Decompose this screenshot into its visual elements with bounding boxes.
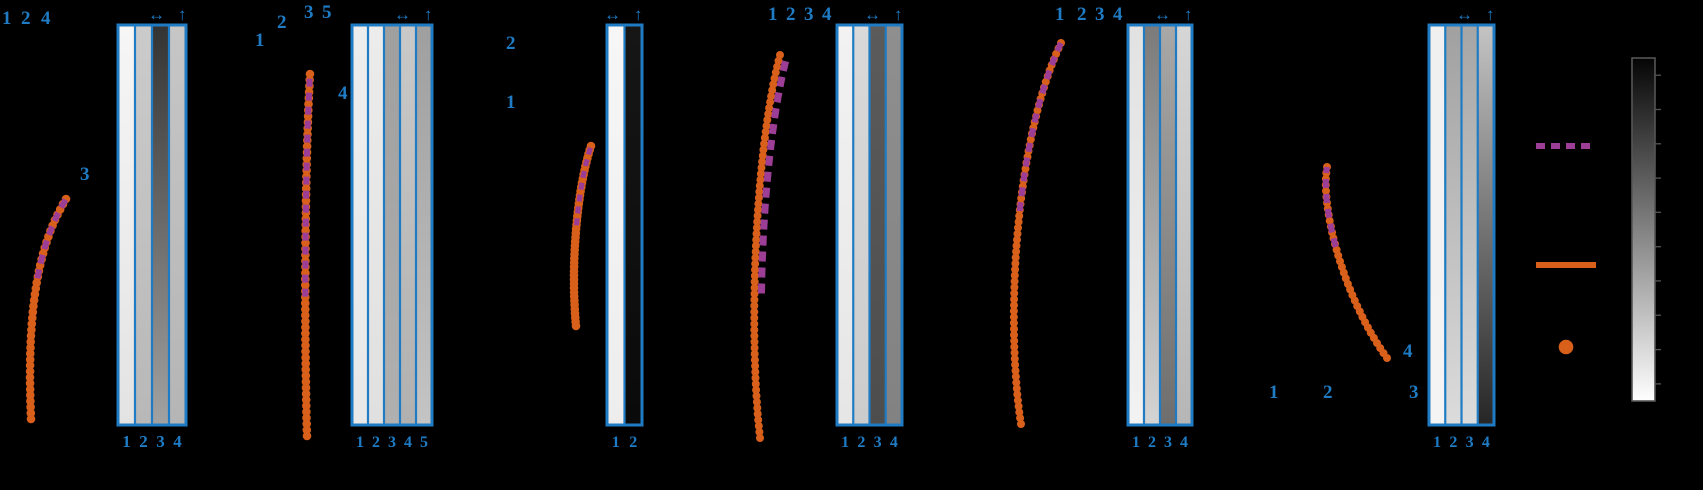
svg-text:1: 1 xyxy=(1269,382,1279,403)
svg-text:2: 2 xyxy=(277,12,287,33)
svg-text:4: 4 xyxy=(1180,434,1188,451)
svg-text:3: 3 xyxy=(1409,382,1419,403)
svg-text:2: 2 xyxy=(1077,4,1087,25)
svg-text:1: 1 xyxy=(506,92,516,113)
svg-text:4: 4 xyxy=(822,4,832,25)
svg-text:2: 2 xyxy=(629,434,637,451)
svg-text:3: 3 xyxy=(1164,434,1172,451)
svg-text:3: 3 xyxy=(388,434,396,451)
svg-text:↔: ↔ xyxy=(864,5,881,24)
svg-text:1: 1 xyxy=(841,434,849,451)
svg-text:3: 3 xyxy=(156,432,165,451)
svg-text:1: 1 xyxy=(356,434,364,451)
svg-text:↑: ↑ xyxy=(894,5,903,24)
svg-text:5: 5 xyxy=(322,2,332,23)
svg-text:↑: ↑ xyxy=(634,5,643,24)
svg-text:↑: ↑ xyxy=(1486,5,1495,24)
svg-text:↔: ↔ xyxy=(1154,5,1171,24)
svg-text:2: 2 xyxy=(372,434,380,451)
svg-text:3: 3 xyxy=(1466,434,1474,451)
svg-text:2: 2 xyxy=(1449,434,1457,451)
svg-text:3: 3 xyxy=(304,2,314,23)
svg-text:4: 4 xyxy=(338,83,348,104)
svg-text:2: 2 xyxy=(1148,434,1156,451)
svg-text:3: 3 xyxy=(874,434,882,451)
svg-text:4: 4 xyxy=(41,8,51,29)
svg-text:4: 4 xyxy=(890,434,898,451)
svg-text:↔: ↔ xyxy=(148,5,165,24)
svg-text:↑: ↑ xyxy=(1184,5,1193,24)
svg-text:2: 2 xyxy=(786,4,796,25)
svg-text:1: 1 xyxy=(1433,434,1441,451)
svg-text:3: 3 xyxy=(804,4,814,25)
svg-text:2: 2 xyxy=(139,432,148,451)
svg-text:2: 2 xyxy=(1323,382,1333,403)
svg-text:3: 3 xyxy=(1095,4,1105,25)
svg-text:↔: ↔ xyxy=(1456,5,1473,24)
svg-text:4: 4 xyxy=(1113,4,1123,25)
svg-text:1: 1 xyxy=(612,434,620,451)
svg-text:5: 5 xyxy=(420,434,428,451)
svg-text:↔: ↔ xyxy=(604,5,621,24)
svg-text:4: 4 xyxy=(1403,341,1413,362)
svg-text:↑: ↑ xyxy=(178,5,187,24)
svg-text:1: 1 xyxy=(2,8,12,29)
svg-text:1: 1 xyxy=(1132,434,1140,451)
svg-text:↑: ↑ xyxy=(424,5,433,24)
svg-text:1: 1 xyxy=(255,30,265,51)
svg-text:2: 2 xyxy=(506,33,516,54)
svg-text:↔: ↔ xyxy=(394,5,411,24)
svg-text:1: 1 xyxy=(768,4,778,25)
svg-text:4: 4 xyxy=(404,434,412,451)
svg-text:2: 2 xyxy=(857,434,865,451)
svg-text:2: 2 xyxy=(21,8,31,29)
svg-text:4: 4 xyxy=(1482,434,1490,451)
svg-text:1: 1 xyxy=(1055,4,1065,25)
svg-text:4: 4 xyxy=(173,432,182,451)
svg-text:3: 3 xyxy=(80,164,90,185)
svg-text:1: 1 xyxy=(122,432,131,451)
